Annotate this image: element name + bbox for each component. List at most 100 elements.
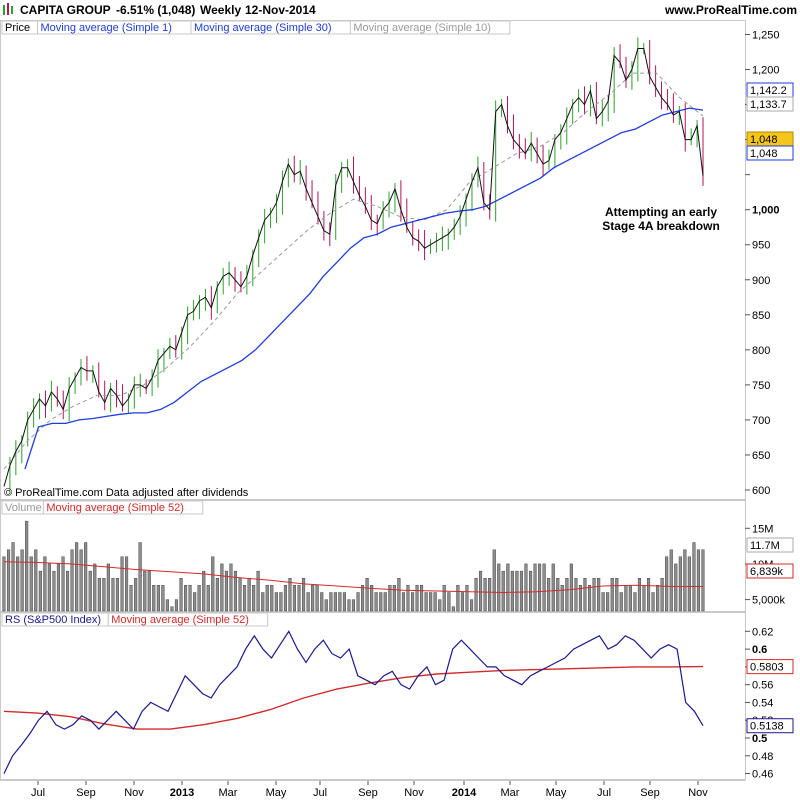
volume-bar [365, 578, 369, 612]
volume-bar [247, 578, 251, 612]
volume-bar [79, 549, 83, 612]
volume-bar [106, 563, 110, 612]
rs-ma-last-label-box [746, 659, 794, 675]
volume-bar [2, 556, 6, 612]
volume-bar [374, 592, 378, 612]
volume-bar [193, 592, 197, 612]
volume-bar [124, 556, 129, 612]
vol-y-tick-label: 15M [752, 523, 773, 535]
volume-bar [447, 592, 451, 612]
volume-bar [97, 578, 101, 612]
volume-bar [120, 556, 124, 612]
volume-bar [578, 585, 582, 612]
volume-bar [647, 578, 651, 612]
volume-bar [524, 563, 528, 612]
rs-y-tick-label: 0.6 [752, 644, 767, 656]
volume-bar [134, 578, 138, 612]
volume-bar [233, 570, 238, 612]
volume-bar [38, 570, 42, 612]
volume-bar [456, 585, 460, 612]
legend-label: Moving average (Simple 30) [194, 22, 332, 34]
x-tick-label: Nov [124, 787, 144, 799]
volume-last-label: 11.7M [750, 540, 780, 552]
volume-bar [424, 592, 428, 612]
volume-bar [420, 585, 424, 612]
volume-bar [306, 592, 310, 612]
volume-bar [529, 570, 533, 612]
y-tick-label: 1,200 [752, 65, 780, 77]
y-tick-label: 800 [752, 345, 770, 357]
volume-bar [538, 563, 542, 612]
volume-bar [34, 549, 38, 612]
volume-bar [492, 549, 496, 612]
rs-ma-last-label: 0.5803 [750, 662, 784, 674]
volume-bar [229, 563, 233, 612]
volume-bar [433, 592, 437, 612]
volume-bar [683, 549, 687, 612]
rs-ma-line [3, 665, 704, 730]
legend-label: Moving average (Simple 1) [41, 22, 172, 34]
volume-bar [224, 570, 229, 612]
rs-line [3, 630, 704, 774]
volume-bar [547, 578, 551, 612]
volume-bar [279, 592, 283, 612]
volume-bar [215, 578, 219, 612]
volume-bar [156, 585, 160, 612]
volume-bar [75, 542, 79, 612]
volume-bar [474, 578, 478, 612]
volume-bar [592, 578, 596, 612]
x-tick-label: Jul [31, 787, 45, 799]
volume-bar [129, 585, 133, 612]
volume-bar [501, 570, 505, 612]
volume-bar [510, 570, 514, 612]
volume-bar [174, 599, 179, 612]
volume-bar [265, 585, 269, 612]
volume-bar [347, 599, 351, 612]
volume-ma-last-label-box [746, 563, 794, 579]
annotation-line-1: Attempting an early [605, 205, 717, 219]
volume-bar [43, 556, 47, 612]
volume-bar [115, 578, 119, 612]
volume-bar [397, 578, 401, 612]
price-panel-frame [0, 20, 746, 500]
volume-bar [628, 585, 632, 612]
period-label: Weekly [200, 3, 241, 17]
ma30-line [24, 107, 704, 470]
volume-bar [88, 570, 92, 612]
volume-bar [11, 542, 15, 612]
annotation-line-2: Stage 4A breakdown [602, 219, 720, 233]
ma1-close-line [3, 48, 704, 487]
volume-bar [161, 585, 165, 612]
rs-panel-frame [0, 612, 746, 780]
site-label: www.ProRealTime.com [664, 3, 797, 17]
volume-bar [211, 556, 215, 612]
volume-bar [202, 570, 206, 612]
volume-bar [84, 542, 88, 612]
close2-last-label-box [746, 145, 794, 161]
x-tick-label: 2014 [452, 787, 477, 799]
volume-bar [601, 592, 605, 612]
legend-label: Price [5, 22, 30, 34]
volume-bar [351, 599, 356, 612]
volume-bar [560, 585, 564, 612]
volume-bar [143, 570, 147, 612]
volume-bar [565, 578, 569, 612]
volume-bar [261, 592, 265, 612]
y-tick-label: 750 [752, 380, 770, 392]
volume-bar [678, 556, 682, 612]
x-tick-label: Mar [219, 787, 238, 799]
volume-bar [188, 585, 192, 612]
volume-bar [147, 570, 151, 612]
volume-bar [660, 578, 664, 612]
x-tick-label: Sep [76, 787, 96, 799]
volume-bar [574, 578, 578, 612]
rs-last-label-box [746, 718, 794, 734]
volume-bar [70, 549, 74, 612]
volume-bar [183, 585, 188, 612]
volume-bar [6, 549, 11, 612]
volume-bar [633, 592, 637, 612]
rs-last-label: 0.5138 [750, 721, 784, 733]
x-tick-label: Jul [597, 787, 611, 799]
volume-bar [56, 563, 60, 612]
